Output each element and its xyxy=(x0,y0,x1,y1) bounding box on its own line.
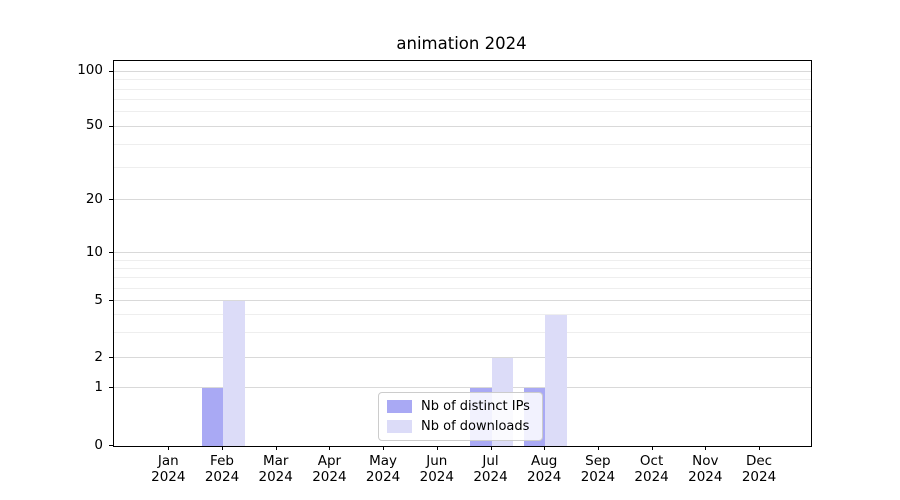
x-tick-label-year: 2024 xyxy=(741,469,777,485)
gridline-minor xyxy=(114,267,811,269)
x-tick-mark xyxy=(544,446,546,450)
x-tick-mark xyxy=(651,446,653,450)
x-tick-label-year: 2024 xyxy=(527,469,562,485)
x-tick-label-year: 2024 xyxy=(473,469,508,485)
x-tick-label-year: 2024 xyxy=(204,469,240,485)
x-tick-label: Sep 2024 xyxy=(566,453,630,485)
x-tick-label-month: Aug xyxy=(531,453,558,469)
x-tick-label: Jun 2024 xyxy=(405,453,469,485)
x-tick-label: Oct 2024 xyxy=(620,453,684,485)
y-tick-label: 5 xyxy=(94,291,103,308)
y-tick-mark xyxy=(109,70,113,72)
gridline-major xyxy=(114,387,811,389)
gridline-major xyxy=(114,300,811,302)
x-tick-label-month: Feb xyxy=(210,453,234,469)
x-tick-label-month: Dec xyxy=(745,453,773,469)
legend-swatch-icon xyxy=(387,420,412,433)
x-tick-label-month: Sep xyxy=(585,453,611,469)
y-tick-mark xyxy=(109,199,113,201)
y-tick-label: 10 xyxy=(85,243,103,260)
gridline-minor xyxy=(114,166,811,168)
gridline-major xyxy=(114,357,811,359)
y-tick-mark xyxy=(109,387,113,389)
x-tick-label: Dec 2024 xyxy=(727,453,791,485)
y-tick-mark xyxy=(109,300,113,301)
x-tick-label-year: 2024 xyxy=(312,469,347,485)
legend-row: Nb of downloads xyxy=(387,419,533,434)
y-tick-mark xyxy=(109,445,113,446)
x-tick-label-year: 2024 xyxy=(580,469,616,485)
gridline-minor xyxy=(114,331,811,333)
gridline-minor xyxy=(114,79,811,81)
legend: Nb of distinct IPs Nb of downloads xyxy=(378,392,543,441)
x-tick-mark xyxy=(490,446,492,450)
gridline-major xyxy=(114,252,811,254)
x-tick-label-month: Nov xyxy=(692,453,719,469)
x-tick-label-month: Mar xyxy=(262,453,289,469)
x-tick-label-month: Oct xyxy=(639,453,664,469)
legend-swatch-icon xyxy=(387,400,412,413)
x-tick-label: Nov 2024 xyxy=(673,453,737,485)
gridline-minor xyxy=(114,313,811,315)
x-tick-label: May 2024 xyxy=(351,453,415,485)
x-tick-label-month: May xyxy=(369,453,398,469)
x-tick-mark xyxy=(329,446,331,450)
y-tick-mark xyxy=(109,357,113,359)
x-tick-mark xyxy=(168,446,170,450)
x-tick-label-year: 2024 xyxy=(419,469,454,485)
y-tick-label: 2 xyxy=(94,348,103,365)
y-tick-label: 100 xyxy=(77,62,103,79)
x-tick-mark xyxy=(222,446,223,450)
gridline-minor xyxy=(114,259,811,261)
x-tick-mark xyxy=(705,446,707,450)
x-tick-mark xyxy=(597,446,599,450)
y-tick-label: 20 xyxy=(85,190,103,207)
x-tick-label: Mar 2024 xyxy=(244,453,308,485)
gridline-minor xyxy=(114,99,811,101)
x-tick-label: Aug 2024 xyxy=(512,453,576,485)
x-tick-label-year: 2024 xyxy=(688,469,723,485)
chart-title: animation 2024 xyxy=(396,34,527,53)
x-tick-label-month: Jun xyxy=(426,453,448,469)
x-tick-mark xyxy=(759,446,760,450)
x-tick-label-year: 2024 xyxy=(258,469,293,485)
gridline-minor xyxy=(114,111,811,113)
y-tick-mark xyxy=(109,125,113,127)
x-tick-label-year: 2024 xyxy=(365,469,401,485)
bar-nb-of-downloads-feb-2024 xyxy=(223,301,245,446)
gridline-minor xyxy=(114,88,811,90)
gridline-major xyxy=(114,70,811,72)
x-tick-label-year: 2024 xyxy=(634,469,669,485)
x-tick-label: Feb 2024 xyxy=(190,453,254,485)
plot-area: Nb of distinct IPs Nb of downloads xyxy=(113,60,812,447)
legend-label: Nb of downloads xyxy=(421,419,530,434)
x-tick-label-year: 2024 xyxy=(151,469,186,485)
x-tick-label: Jan 2024 xyxy=(136,453,200,485)
gridline-minor xyxy=(114,143,811,145)
legend-row: Nb of distinct IPs xyxy=(387,399,533,414)
x-tick-label: Apr 2024 xyxy=(297,453,361,485)
gridline-major xyxy=(114,199,811,201)
gridline-minor xyxy=(114,287,811,289)
bar-nb-of-downloads-aug-2024 xyxy=(545,314,567,446)
x-tick-mark xyxy=(436,446,438,450)
y-tick-mark xyxy=(109,252,113,254)
x-tick-mark xyxy=(275,446,277,450)
y-tick-label: 50 xyxy=(85,117,103,134)
bar-nb-of-distinct-ips-feb-2024 xyxy=(201,388,223,446)
y-tick-label: 1 xyxy=(94,378,103,395)
gridline-major xyxy=(114,125,811,127)
gridline-minor xyxy=(114,276,811,278)
x-tick-label-month: Jan xyxy=(157,453,179,469)
legend-label: Nb of distinct IPs xyxy=(421,399,530,414)
x-tick-label: Jul 2024 xyxy=(459,453,523,485)
y-tick-label: 0 xyxy=(94,436,103,453)
x-tick-label-month: Jul xyxy=(482,453,499,469)
x-tick-mark xyxy=(383,446,385,450)
x-tick-label-month: Apr xyxy=(317,453,342,469)
